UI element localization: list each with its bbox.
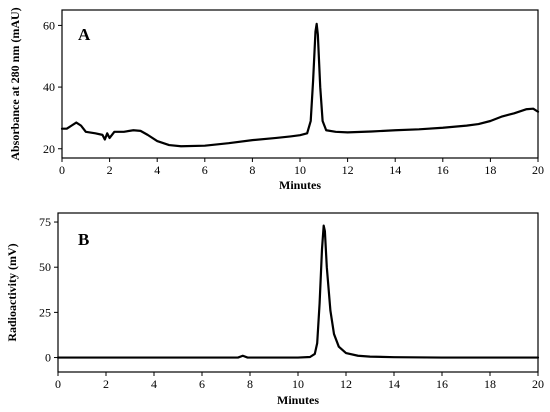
- x-axis-title: Minutes: [277, 393, 319, 407]
- x-tick-label: 4: [154, 163, 160, 177]
- y-axis-title: Absorbance at 280 nm (mAU): [8, 7, 22, 160]
- x-tick-label: 20: [532, 377, 544, 391]
- x-axis-title: Minutes: [279, 178, 321, 192]
- x-tick-label: 6: [199, 377, 205, 391]
- panel-b-radioactivity: 0 2 4 6 8 10 12 14 16 18 20 0 25 50 75 B Minutes Radioact…: [5, 212, 544, 407]
- y-tick-label: 50: [39, 260, 51, 274]
- x-tick-label: 12: [342, 163, 354, 177]
- y-tick-label: 0: [45, 351, 51, 365]
- x-tick-label: 18: [484, 377, 496, 391]
- x-tick-label: 20: [532, 163, 544, 177]
- x-tick-label: 6: [202, 163, 208, 177]
- x-tick-label: 2: [107, 163, 113, 177]
- x-tick-label: 12: [340, 377, 352, 391]
- x-tick-label: 10: [292, 377, 304, 391]
- x-tick-label: 8: [249, 163, 255, 177]
- x-tick-label: 16: [437, 163, 449, 177]
- y-tick-label: 75: [39, 215, 51, 229]
- panel-label: B: [78, 230, 89, 249]
- panel-a-absorbance: 0 2 4 6 8 10 12 14 16 18 20 20 40 60 A Minutes Absorbanc…: [8, 7, 544, 192]
- panel-label: A: [78, 25, 91, 44]
- x-tick-label: 16: [436, 377, 448, 391]
- y-axis-title: Radioactivity (mV): [5, 243, 19, 341]
- x-tick-label: 14: [389, 163, 401, 177]
- x-tick-label: 0: [59, 163, 65, 177]
- y-tick-label: 20: [43, 142, 55, 156]
- x-tick-label: 18: [484, 163, 496, 177]
- y-tick-label: 40: [43, 80, 55, 94]
- x-tick-label: 14: [388, 377, 400, 391]
- x-tick-label: 10: [294, 163, 306, 177]
- x-tick-label: 0: [55, 377, 61, 391]
- x-tick-label: 8: [247, 377, 253, 391]
- x-tick-label: 2: [103, 377, 109, 391]
- x-tick-label: 4: [151, 377, 157, 391]
- y-tick-label: 25: [39, 305, 51, 319]
- plot-frame: [57, 212, 539, 373]
- y-tick-label: 60: [43, 18, 55, 32]
- series-line: [56, 224, 540, 359]
- series-line: [60, 22, 540, 148]
